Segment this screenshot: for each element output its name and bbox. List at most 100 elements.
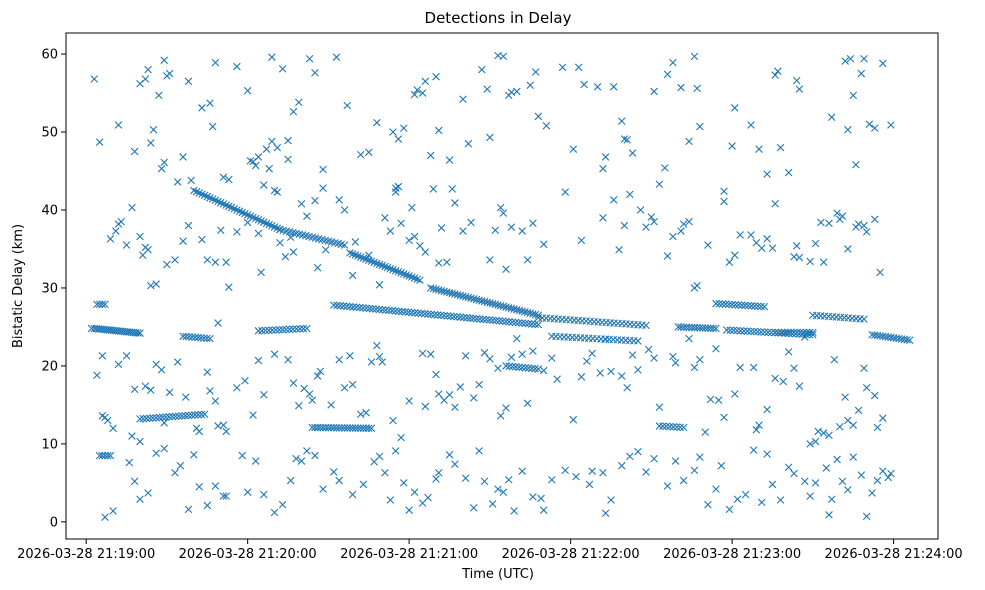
detection-marker: [784, 168, 793, 177]
detection-marker: [417, 309, 426, 318]
detection-marker: [811, 437, 820, 446]
detection-marker: [368, 305, 377, 313]
detection-marker: [330, 424, 338, 432]
detection-marker: [459, 227, 467, 235]
detection-marker: [292, 454, 300, 463]
detection-marker: [324, 423, 333, 432]
detection-marker: [383, 263, 392, 272]
detection-marker: [862, 228, 871, 236]
detection-marker: [421, 77, 430, 86]
detection-marker: [753, 327, 762, 336]
detection-marker: [420, 309, 429, 318]
detection-marker: [491, 226, 500, 235]
detection-marker: [296, 325, 304, 333]
detection-marker: [311, 196, 319, 205]
detection-marker: [661, 164, 669, 172]
detection-marker: [650, 454, 658, 463]
detection-marker: [663, 482, 672, 490]
detection-marker: [819, 258, 828, 267]
detection-marker: [617, 461, 626, 470]
detection-marker: [558, 63, 567, 72]
detection-marker: [531, 364, 539, 373]
detection-marker: [332, 424, 341, 432]
detection-marker: [340, 424, 349, 432]
detection-marker: [219, 173, 228, 182]
detection-marker: [401, 308, 410, 316]
detection-marker: [195, 482, 204, 491]
detection-marker: [757, 498, 766, 507]
detection-marker: [451, 199, 459, 207]
detection-marker: [414, 309, 422, 317]
detection-marker: [359, 304, 367, 312]
detection-marker: [397, 433, 405, 442]
detection-marker: [806, 492, 814, 500]
detection-marker: [754, 302, 762, 311]
y-tick-label: 60: [41, 48, 58, 63]
detection-marker: [254, 327, 263, 335]
detection-marker: [529, 347, 537, 355]
detection-marker: [669, 352, 677, 361]
detection-marker: [849, 453, 858, 461]
detection-marker: [811, 239, 820, 248]
detection-marker: [211, 397, 220, 405]
detection-marker: [870, 215, 879, 224]
detection-marker: [607, 496, 615, 504]
detection-marker: [542, 121, 551, 130]
detection-marker: [790, 469, 798, 478]
detection-marker: [833, 209, 841, 217]
detection-marker: [528, 364, 536, 373]
detection-marker: [265, 326, 273, 335]
detection-marker: [728, 142, 736, 150]
detection-marker: [87, 324, 96, 333]
detection-marker: [479, 315, 487, 324]
detection-marker: [90, 75, 99, 83]
detection-marker: [206, 387, 214, 395]
detection-marker: [486, 133, 494, 142]
detection-marker: [757, 302, 765, 311]
detection-marker: [809, 330, 817, 339]
detection-marker: [806, 257, 814, 266]
detection-marker: [278, 500, 287, 509]
detection-marker: [381, 262, 389, 271]
detection-marker: [669, 58, 677, 67]
detection-marker: [179, 237, 187, 245]
detection-marker: [165, 388, 174, 397]
x-tick-label: 2026-03-28 21:21:00: [340, 547, 478, 562]
detection-marker: [780, 328, 789, 337]
detection-marker: [362, 424, 370, 433]
detection-marker: [446, 312, 455, 321]
detection-marker: [95, 451, 104, 460]
detection-marker: [160, 56, 169, 65]
detection-marker: [257, 268, 265, 277]
detection-marker: [316, 367, 325, 376]
detection-marker: [284, 155, 292, 164]
detection-marker: [548, 475, 556, 484]
detection-marker: [596, 369, 605, 377]
detection-marker: [677, 227, 685, 235]
detection-marker: [399, 270, 408, 278]
detection-marker: [348, 380, 357, 389]
detection-marker: [731, 251, 739, 259]
detection-marker: [760, 328, 769, 336]
detection-marker: [313, 263, 322, 272]
detection-marker: [437, 224, 446, 232]
detection-marker: [144, 65, 152, 74]
detection-marker: [319, 184, 327, 192]
detection-marker: [437, 311, 445, 320]
detection-marker: [356, 410, 365, 419]
detection-marker: [141, 382, 150, 390]
y-axis-title: Bistatic Delay (km): [11, 224, 26, 348]
detection-marker: [469, 314, 478, 323]
y-tick-label: 50: [41, 126, 58, 141]
detection-marker: [139, 414, 148, 423]
y-tick-label: 20: [41, 359, 58, 374]
detection-marker: [268, 137, 276, 146]
detection-marker: [469, 394, 478, 402]
detection-marker: [284, 136, 292, 145]
detection-marker: [443, 312, 452, 320]
x-tick-label: 2026-03-28 21:20:00: [179, 547, 317, 562]
detection-marker: [372, 305, 380, 313]
detection-marker: [459, 313, 468, 322]
detection-marker: [461, 351, 470, 360]
detection-marker: [849, 91, 858, 100]
